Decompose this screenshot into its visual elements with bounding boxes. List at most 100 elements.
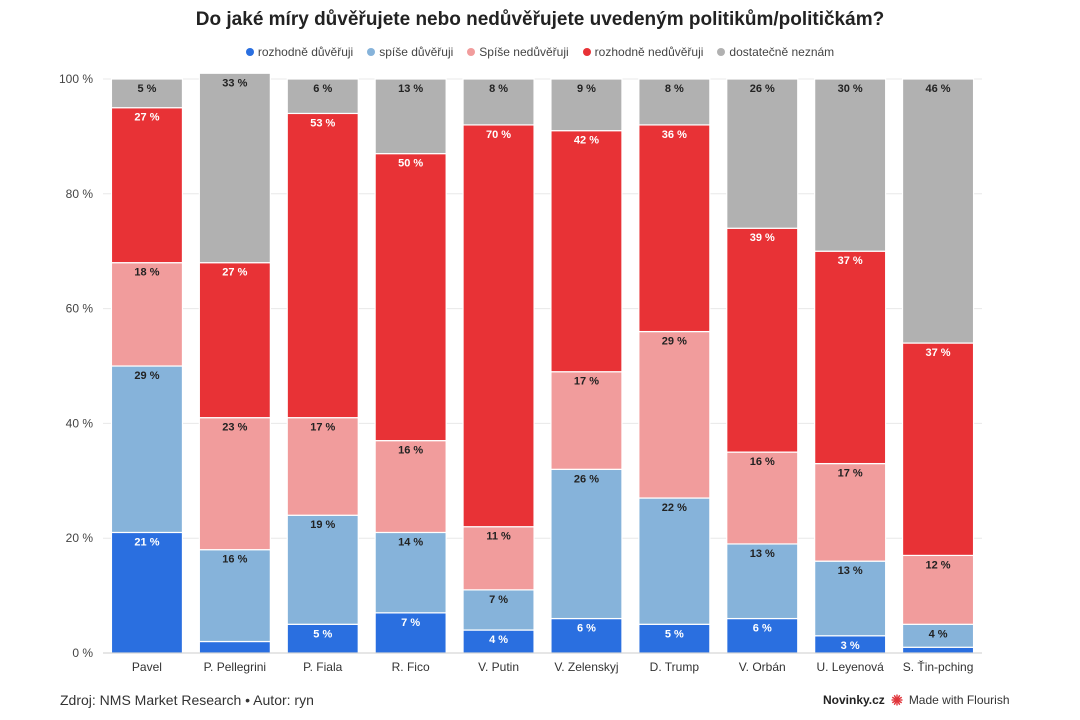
data-label: 46 %: [926, 83, 951, 95]
data-label: 26 %: [750, 83, 775, 95]
data-label: 70 %: [486, 129, 511, 141]
data-label: 5 %: [313, 628, 332, 640]
bar-segment: [726, 227, 799, 453]
chart-credits: Novinky.cz Made with Flourish: [823, 693, 1010, 707]
data-label: 18 %: [134, 267, 159, 279]
chart-title: Do jaké míry důvěřujete nebo nedůvěřujet…: [195, 9, 885, 30]
data-label: 4 %: [489, 634, 508, 646]
legend-item-dostatecne-neznam[interactable]: dostatečně neznám: [717, 45, 834, 59]
data-label: 6 %: [753, 623, 772, 635]
flourish-icon: [891, 694, 903, 706]
data-label: 33 %: [222, 77, 247, 89]
data-label: 27 %: [222, 267, 247, 279]
bar-segment: [374, 612, 447, 654]
y-tick-label: 100 %: [59, 72, 93, 86]
bar-segment: [374, 531, 447, 614]
x-tick-label: V. Orbán: [739, 660, 786, 674]
legend-item-rozhodne-duveruji[interactable]: rozhodně důvěřuji: [245, 45, 354, 59]
data-label: 7 %: [489, 594, 508, 606]
bar-segment: [638, 330, 711, 499]
y-tick-label: 40 %: [66, 416, 94, 430]
data-label: 5 %: [137, 83, 156, 95]
data-label: 39 %: [750, 232, 775, 244]
x-tick-label: P. Pellegrini: [204, 660, 266, 674]
bar-segment: [814, 250, 887, 465]
made-with-flourish-link[interactable]: Made with Flourish: [908, 693, 1010, 707]
x-tick-label: R. Fico: [392, 660, 430, 674]
bar-segment: [198, 417, 271, 551]
x-tick-label: U. Leyenová: [816, 660, 884, 674]
bar-segment: [638, 497, 711, 625]
bar-segment: [462, 526, 535, 591]
legend-label: dostatečně neznám: [729, 45, 835, 59]
bar-segment: [198, 640, 271, 654]
bar-segment: [814, 462, 887, 562]
novinky-logo[interactable]: Novinky.cz: [823, 693, 885, 707]
data-label: 13 %: [750, 548, 775, 560]
data-label: 5 %: [665, 628, 684, 640]
bar-segment: [374, 153, 447, 442]
bar-segment: [286, 514, 359, 625]
bar-segment: [462, 589, 535, 631]
bar-segment: [638, 124, 711, 333]
data-label: 17 %: [310, 422, 335, 434]
legend-item-rozhodne-neduveruji[interactable]: rozhodně nedůvěřuji: [582, 45, 704, 59]
legend-item-spise-neduveruji[interactable]: Spíše nedůvěřuji: [467, 45, 569, 59]
bar-segment: [110, 262, 184, 367]
bar-segment: [198, 549, 271, 643]
bar-segment: [462, 78, 535, 126]
bar-segment: [901, 342, 975, 557]
bar-segment: [286, 78, 359, 115]
bar-segment: [901, 554, 975, 625]
data-label: 36 %: [662, 129, 687, 141]
data-label: 50 %: [398, 158, 423, 170]
legend-label: rozhodně důvěřuji: [257, 45, 354, 59]
legend-swatch: [717, 48, 726, 56]
x-tick-label: D. Trump: [650, 660, 700, 674]
data-label: 11 %: [486, 531, 511, 543]
legend-item-spise-duveruji[interactable]: spíše důvěřuji: [367, 45, 453, 59]
data-label: 14 %: [398, 536, 423, 548]
bar-segment: [462, 124, 535, 528]
chart-source: Zdroj: NMS Market Research • Autor: ryn: [60, 692, 314, 708]
bar-segment: [374, 78, 447, 155]
bar-segment: [110, 531, 184, 654]
x-tick-label: V. Putin: [478, 660, 519, 674]
data-label: 17 %: [838, 468, 863, 480]
data-label: 6 %: [313, 83, 332, 95]
data-label: 8 %: [489, 83, 508, 95]
data-label: 29 %: [662, 336, 687, 348]
y-tick-label: 80 %: [66, 187, 94, 201]
bar-segment: [110, 78, 184, 109]
x-tick-label: P. Fiala: [303, 660, 342, 674]
data-label: 7 %: [401, 617, 420, 629]
data-label: 22 %: [662, 502, 687, 514]
bar-segment: [814, 560, 887, 637]
bar-segment: [726, 451, 799, 545]
bar-segment: [550, 78, 623, 132]
bar-segment: [814, 78, 887, 252]
bar-segment: [638, 623, 711, 654]
bar-segment: [110, 365, 184, 534]
data-label: 37 %: [838, 255, 863, 267]
data-label: 12 %: [926, 559, 951, 571]
bar-segment: [638, 78, 711, 126]
legend-label: Spíše nedůvěřuji: [479, 45, 569, 59]
data-label: 17 %: [574, 376, 599, 388]
bar-segment: [550, 371, 623, 470]
x-tick-label: Pavel: [132, 660, 162, 674]
bar-segment: [550, 130, 623, 373]
legend-label: rozhodně nedůvěřuji: [594, 45, 704, 59]
data-label: 13 %: [398, 83, 423, 95]
data-label: 29 %: [134, 370, 159, 382]
bar-segment: [198, 262, 271, 419]
data-label: 6 %: [577, 623, 596, 635]
chart-legend: rozhodně důvěřuji spíše důvěřuji Spíše n…: [0, 45, 1080, 59]
bar-segment: [198, 72, 271, 264]
legend-swatch: [245, 48, 254, 56]
bar-segment: [110, 107, 184, 264]
bar-segment: [550, 617, 623, 654]
data-label: 4 %: [929, 628, 948, 640]
bar-segment: [901, 78, 975, 344]
data-label: 26 %: [574, 473, 599, 485]
